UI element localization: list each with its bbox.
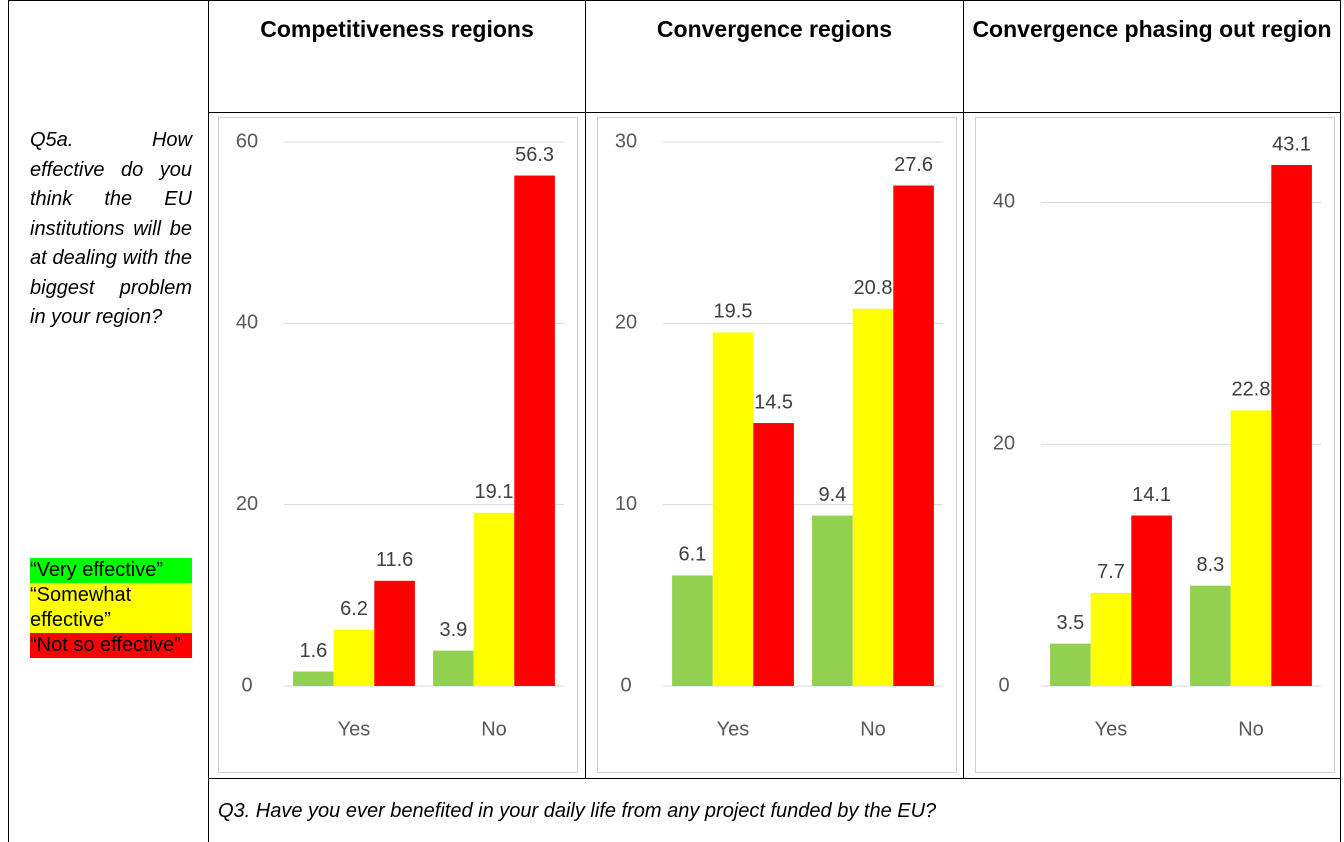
border <box>208 0 209 842</box>
data-label: 22.8 <box>1232 379 1271 401</box>
bar <box>893 185 934 686</box>
y-tick-label: 20 <box>615 312 637 334</box>
data-label: 14.1 <box>1132 484 1171 506</box>
legend: “Very effective” “Somewhat effective” “N… <box>30 558 192 658</box>
data-label: 1.6 <box>299 640 327 662</box>
y-tick-label: 10 <box>615 493 637 515</box>
bar <box>712 332 754 686</box>
y-tick-label: 40 <box>236 312 258 334</box>
chart-box: 0 20 40 60 Yes No 1.6 3.9 6.2 19.1 11.6 56.3 <box>218 117 578 773</box>
data-label: 19.5 <box>714 301 753 323</box>
column-header: Convergence regions <box>656 16 893 42</box>
column-header: Convergence phasing out region <box>972 16 1332 42</box>
bar <box>1131 515 1172 686</box>
legend-entry: “Very effective” <box>30 558 192 583</box>
border <box>208 112 1341 113</box>
data-label: 6.1 <box>678 544 706 566</box>
bar <box>333 629 375 686</box>
legend-entry: “Not so effective” <box>30 633 192 658</box>
data-label: 56.3 <box>515 144 554 166</box>
border <box>8 0 9 842</box>
y-tick-label: 40 <box>993 191 1015 213</box>
bar <box>374 580 415 686</box>
bar <box>852 308 894 686</box>
bar <box>1230 410 1272 686</box>
y-tick-label: 0 <box>241 674 252 696</box>
chart-box: 0 10 20 30 Yes No 6.1 9.4 19.5 20.8 14.5 27.6 <box>597 117 957 773</box>
data-label: 3.5 <box>1056 612 1084 634</box>
border <box>963 0 964 778</box>
data-label: 8.3 <box>1196 554 1224 576</box>
y-tick-label: 20 <box>236 493 258 515</box>
y-tick-label: 0 <box>998 674 1009 696</box>
x-tick-label: Yes <box>338 718 371 740</box>
bar <box>1050 643 1091 686</box>
legend-entry: “Somewhat effective” <box>30 583 192 633</box>
column-header: Competitiveness regions <box>260 16 534 42</box>
chart: 0 10 20 30 Yes No 6.1 9.4 19.5 20.8 14.5 27.6 <box>615 130 943 740</box>
data-label: 6.2 <box>340 598 368 620</box>
x-tick-label: No <box>1238 718 1264 740</box>
x-tick-label: Yes <box>717 718 750 740</box>
bar <box>1090 592 1132 686</box>
chart: 0 20 40 Yes No 3.5 8.3 7.7 22.8 14.1 43.1 <box>993 133 1321 740</box>
bar <box>514 175 555 686</box>
x-tick-label: Yes <box>1095 718 1128 740</box>
chart-box: 0 20 40 Yes No 3.5 8.3 7.7 22.8 14.1 43.1 <box>975 117 1335 773</box>
border <box>208 778 1341 779</box>
y-tick-label: 30 <box>615 130 637 152</box>
data-label: 7.7 <box>1097 561 1125 583</box>
data-label: 19.1 <box>475 481 514 503</box>
data-label: 43.1 <box>1272 133 1311 155</box>
data-label: 20.8 <box>854 277 893 299</box>
footer-question: Q3. Have you ever benefited in your dail… <box>218 800 937 822</box>
data-label: 9.4 <box>818 484 846 506</box>
y-tick-label: 0 <box>620 674 631 696</box>
border <box>585 0 586 778</box>
border <box>8 0 1341 1</box>
data-label: 3.9 <box>439 619 467 641</box>
question: Q5a. How effective do you think the EU i… <box>30 129 192 328</box>
y-tick-label: 60 <box>236 130 258 152</box>
chart: 0 20 40 60 Yes No 1.6 3.9 6.2 19.1 11.6 56.3 <box>236 130 564 740</box>
data-label: 27.6 <box>894 154 933 176</box>
data-label: 11.6 <box>376 549 413 571</box>
y-tick-label: 20 <box>993 433 1015 455</box>
bar <box>1271 164 1312 687</box>
bar <box>473 512 515 686</box>
x-tick-label: No <box>860 718 886 740</box>
x-tick-label: No <box>481 718 507 740</box>
bar <box>1190 585 1231 686</box>
data-label: 14.5 <box>754 391 793 413</box>
bar <box>433 650 474 686</box>
border <box>1340 0 1341 842</box>
bar <box>672 575 713 686</box>
bar <box>812 515 853 686</box>
bar <box>753 423 794 686</box>
bar <box>293 671 334 686</box>
